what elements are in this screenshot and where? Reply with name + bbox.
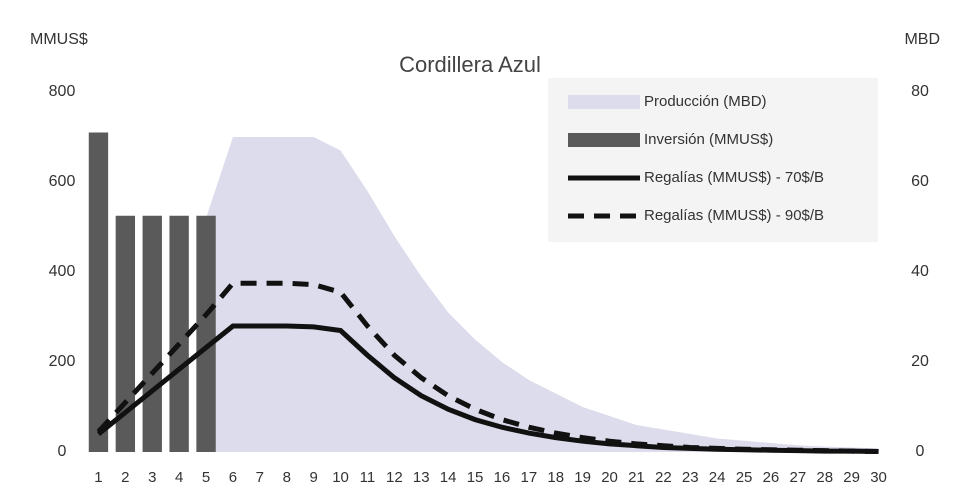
x-tick-label: 5 xyxy=(202,469,210,486)
y-tick-label: 0 xyxy=(58,443,67,460)
x-tick-label: 17 xyxy=(521,469,538,486)
y2-tick-label: 0 xyxy=(916,443,925,460)
x-tick-label: 19 xyxy=(574,469,591,486)
bar xyxy=(142,215,162,452)
production-area xyxy=(206,137,879,452)
x-tick-label: 9 xyxy=(309,469,317,486)
legend-label: Producción (MBD) xyxy=(644,93,767,110)
legend-label: Regalías (MMUS$) - 70$/B xyxy=(644,169,824,186)
legend-label: Regalías (MMUS$) - 90$/B xyxy=(644,207,824,224)
bar xyxy=(169,215,189,452)
x-tick-label: 24 xyxy=(709,469,726,486)
x-tick-label: 22 xyxy=(655,469,672,486)
x-tick-label: 20 xyxy=(601,469,618,486)
x-tick-label: 10 xyxy=(332,469,349,486)
x-tick-label: 27 xyxy=(790,469,807,486)
x-tick-label: 18 xyxy=(547,469,564,486)
x-tick-label: 7 xyxy=(256,469,264,486)
x-tick-label: 1 xyxy=(94,469,102,486)
x-tick-label: 23 xyxy=(682,469,699,486)
y-tick-label: 800 xyxy=(49,83,76,100)
legend-swatch xyxy=(568,133,640,147)
x-tick-label: 4 xyxy=(175,469,183,486)
y2-tick-label: 40 xyxy=(911,263,929,280)
x-tick-label: 16 xyxy=(494,469,511,486)
chart-title: Cordillera Azul xyxy=(399,52,541,77)
line xyxy=(96,280,879,455)
x-tick-label: 26 xyxy=(763,469,780,486)
x-tick-label: 15 xyxy=(467,469,484,486)
y-tick-label: 400 xyxy=(49,263,76,280)
x-tick-label: 2 xyxy=(121,469,129,486)
x-tick-label: 21 xyxy=(628,469,645,486)
bar xyxy=(115,215,136,452)
x-tick-label: 28 xyxy=(816,469,833,486)
y2-tick-label: 60 xyxy=(911,173,929,190)
x-tick-label: 11 xyxy=(360,469,376,486)
y-tick-label: 200 xyxy=(49,353,76,370)
y2-axis-title: MBD xyxy=(904,31,940,48)
x-tick-label: 13 xyxy=(413,469,430,486)
bar xyxy=(88,132,109,452)
bar xyxy=(196,215,216,452)
x-tick-label: 14 xyxy=(440,469,457,486)
x-tick-label: 12 xyxy=(386,469,403,486)
x-tick-label: 25 xyxy=(736,469,753,486)
x-tick-label: 6 xyxy=(229,469,237,486)
legend-label: Inversión (MMUS$) xyxy=(644,131,773,148)
y2-tick-label: 80 xyxy=(911,83,929,100)
y-tick-label: 600 xyxy=(49,173,76,190)
y2-tick-label: 20 xyxy=(911,353,929,370)
y-axis-title: MMUS$ xyxy=(30,31,88,48)
x-tick-label: 8 xyxy=(283,469,291,486)
x-tick-label: 29 xyxy=(843,469,860,486)
x-tick-label: 3 xyxy=(148,469,156,486)
legend-swatch xyxy=(568,95,640,109)
x-tick-label: 30 xyxy=(870,469,887,486)
